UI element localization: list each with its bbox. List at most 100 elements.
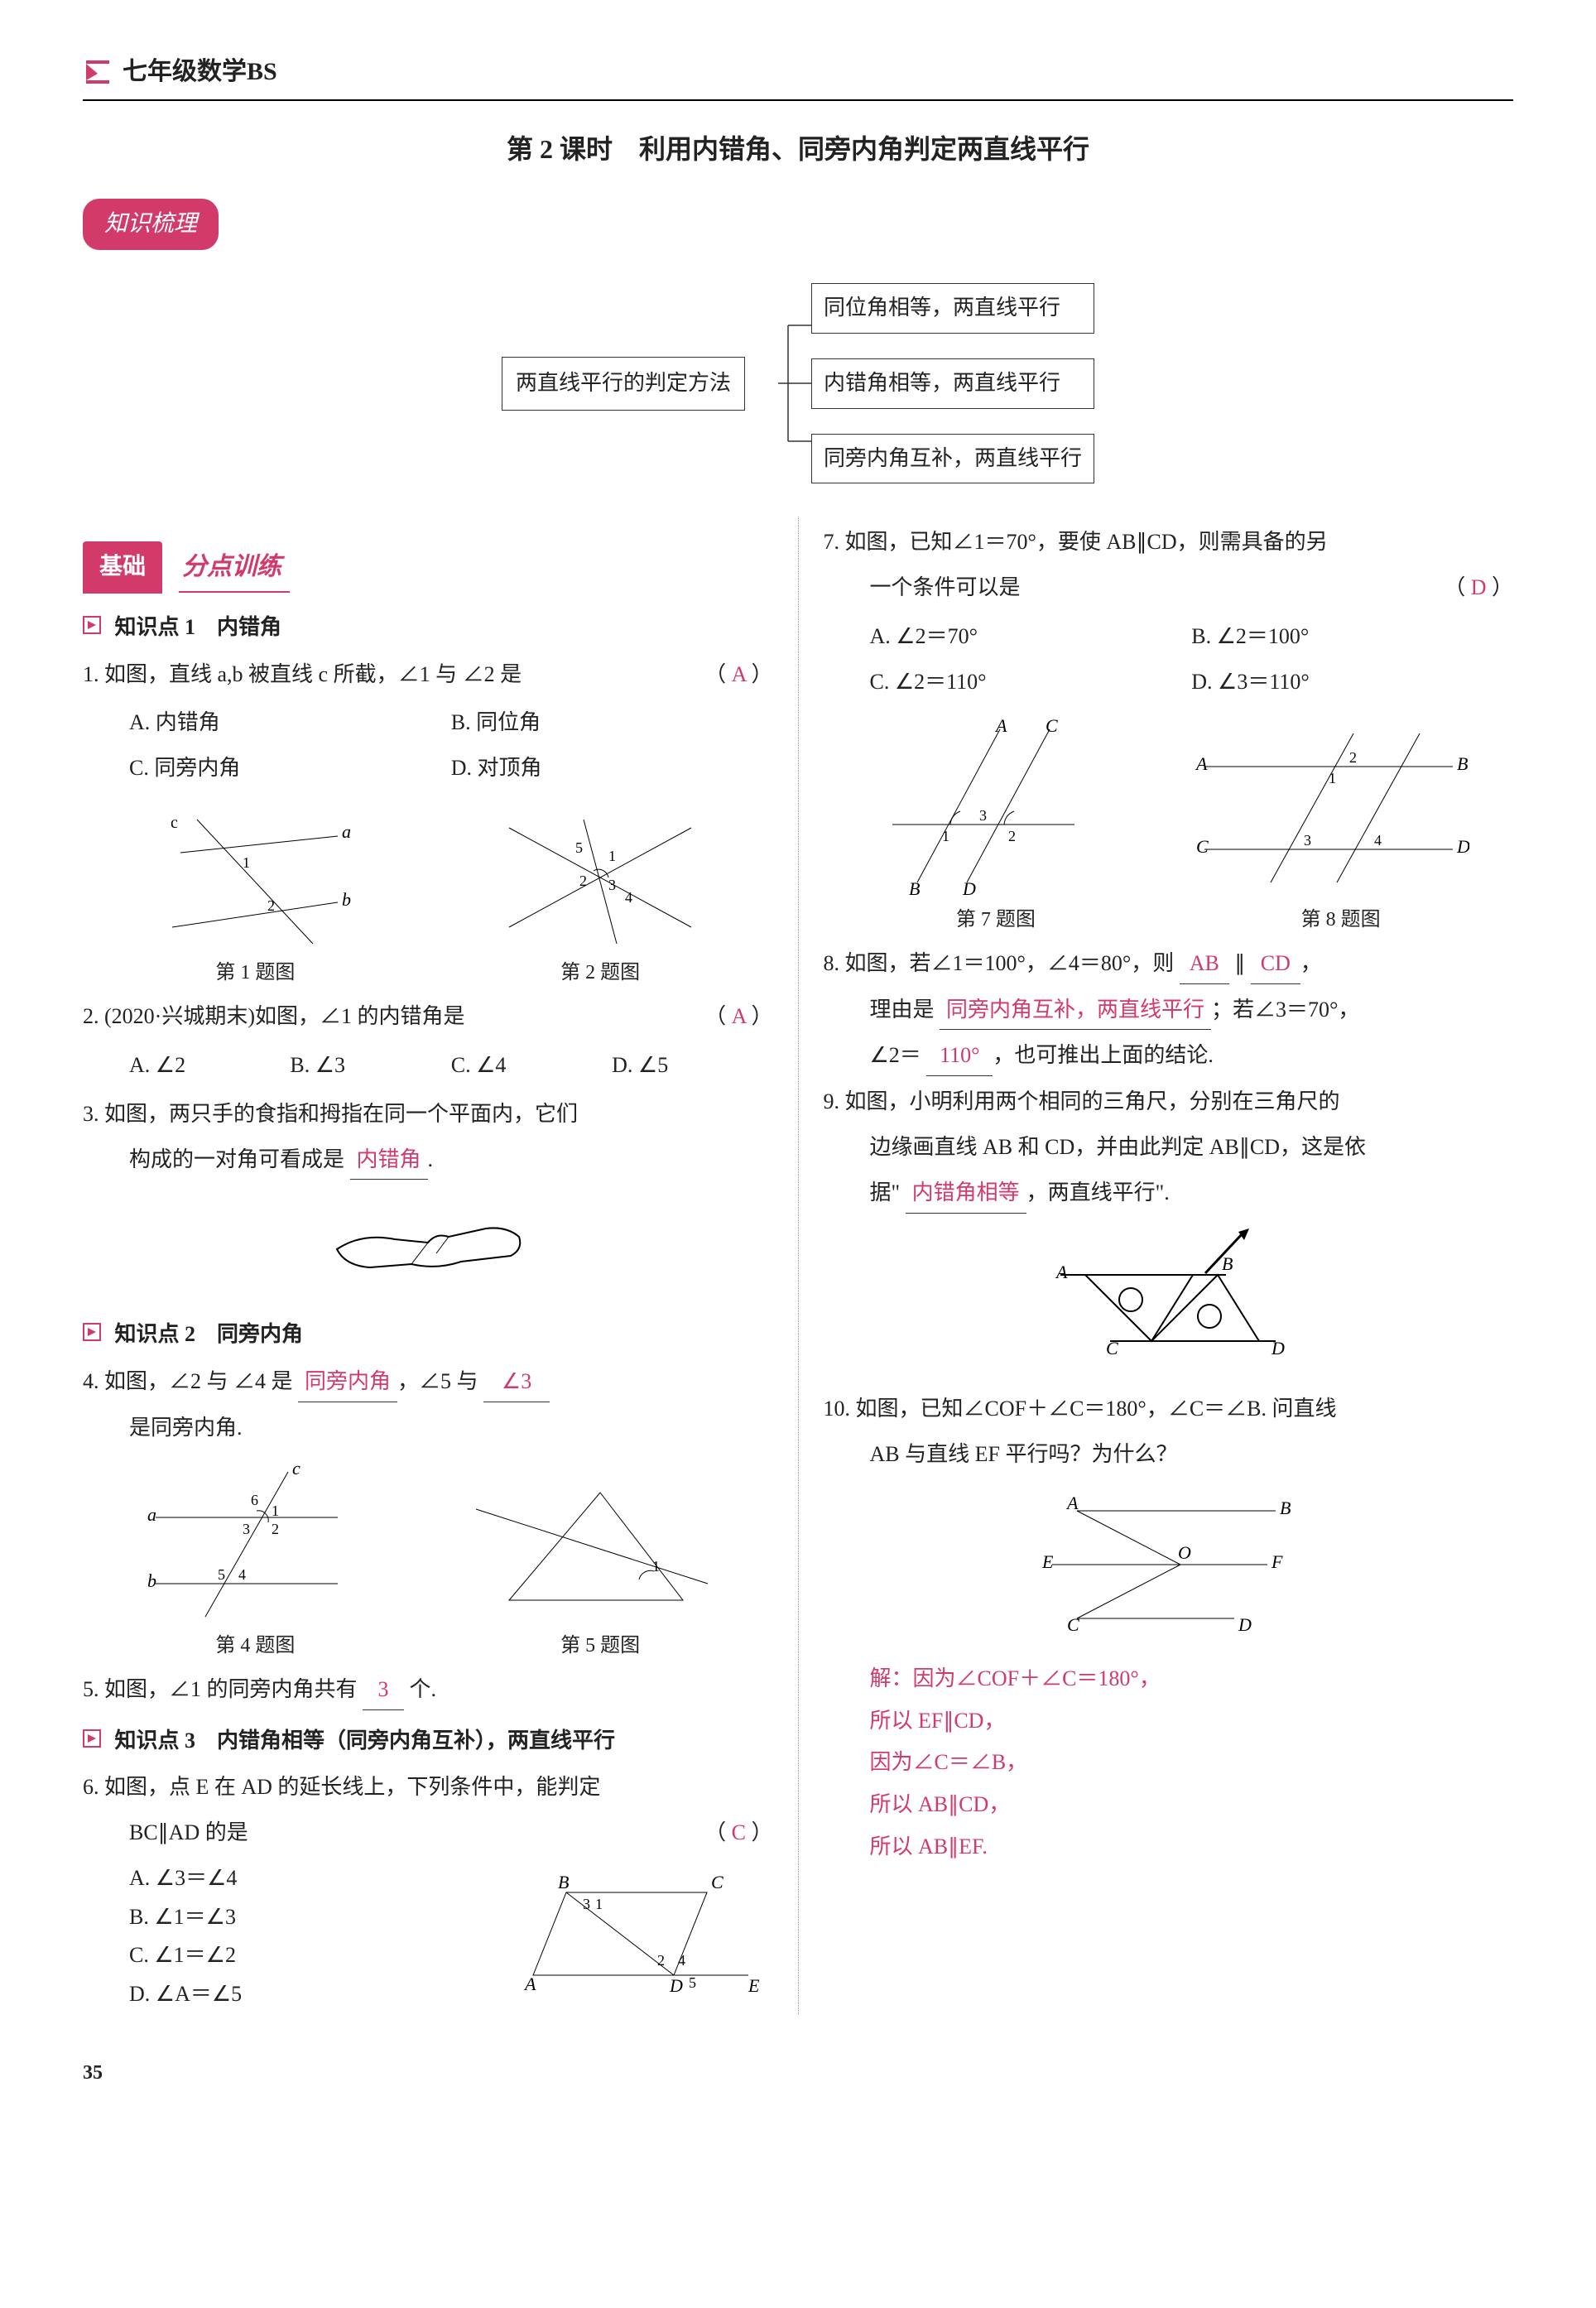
q6-answer: C bbox=[732, 1820, 746, 1844]
q2-answer: A bbox=[732, 1004, 746, 1028]
q1-opt-a: A. 内错角 bbox=[129, 704, 451, 743]
fig7-caption: 第 7 题图 bbox=[956, 902, 1036, 938]
svg-text:3: 3 bbox=[608, 877, 616, 893]
svg-text:4: 4 bbox=[678, 1952, 685, 1969]
q2-opt-b: B. ∠3 bbox=[290, 1046, 450, 1085]
q3-blank: 内错角 bbox=[350, 1141, 428, 1180]
concept-item: 同旁内角互补，两直线平行 bbox=[811, 434, 1094, 484]
svg-text:1: 1 bbox=[942, 828, 949, 844]
q8-text-b: 理由是 bbox=[870, 998, 935, 1022]
q8-tail3: ，也可推出上面的结论. bbox=[993, 1043, 1214, 1067]
page-header: 七年级数学BS bbox=[83, 50, 1513, 101]
svg-text:C: C bbox=[1046, 717, 1058, 736]
section-bar: 基础 分点训练 bbox=[83, 541, 773, 593]
fig8-caption: 第 8 题图 bbox=[1301, 902, 1381, 938]
figure-4: a b c 61 23 54 bbox=[139, 1459, 354, 1625]
question-4: 4. 如图，∠2 与 ∠4 是 同旁内角，∠5 与 ∠3 bbox=[83, 1363, 773, 1402]
svg-text:2: 2 bbox=[1008, 828, 1016, 844]
q5-blank: 3 bbox=[363, 1671, 404, 1710]
q3-text-a: 3. 如图，两只手的食指和拇指在同一个平面内，它们 bbox=[83, 1102, 578, 1126]
knowledge-point-1: 知识点 1 内错角 bbox=[83, 608, 773, 647]
q8-blank2: CD bbox=[1251, 945, 1300, 984]
fig2-caption: 第 2 题图 bbox=[560, 955, 640, 991]
svg-text:2: 2 bbox=[657, 1952, 665, 1969]
q8-blank4: 110° bbox=[926, 1036, 993, 1076]
svg-text:6: 6 bbox=[251, 1492, 258, 1508]
q2-text: 2. (2020·兴城期末)如图，∠1 的内错角是 bbox=[83, 1004, 464, 1028]
q4-blank1: 同旁内角 bbox=[298, 1363, 397, 1402]
svg-text:a: a bbox=[147, 1504, 156, 1525]
q6-text-b: BC∥AD 的是 bbox=[129, 1820, 248, 1844]
q9-blank: 内错角相等 bbox=[906, 1174, 1026, 1214]
kp-marker-icon bbox=[83, 1729, 104, 1748]
question-8: 8. 如图，若∠1＝100°，∠4＝80°，则 AB ∥ CD， bbox=[824, 945, 1514, 984]
q4-blank2: ∠3 bbox=[483, 1363, 550, 1402]
figure-7: AC BD 1 3 2 bbox=[868, 717, 1099, 899]
q8-par: ∥ bbox=[1234, 951, 1245, 975]
q3-text-b: 构成的一对角可看成是 bbox=[129, 1147, 344, 1171]
q4-mid: ，∠5 与 bbox=[397, 1369, 478, 1393]
svg-text:O: O bbox=[1178, 1542, 1191, 1563]
kp3-title: 内错角相等（同旁内角互补），两直线平行 bbox=[217, 1729, 615, 1753]
svg-text:B: B bbox=[558, 1872, 569, 1892]
svg-text:E: E bbox=[748, 1975, 760, 1996]
q8-text-a: 8. 如图，若∠1＝100°，∠4＝80°，则 bbox=[824, 951, 1175, 975]
svg-text:a: a bbox=[342, 821, 351, 842]
kp-title: 内错角 bbox=[217, 615, 281, 639]
q8-tail2: ；若∠3＝70°， bbox=[1211, 998, 1359, 1022]
svg-text:1: 1 bbox=[652, 1558, 660, 1575]
q7-opt-c: C. ∠2＝110° bbox=[870, 663, 1192, 702]
q4-text-a: 4. 如图，∠2 与 ∠4 是 bbox=[83, 1369, 293, 1393]
svg-text:A: A bbox=[1065, 1493, 1079, 1513]
svg-text:3: 3 bbox=[979, 807, 987, 824]
figure-9: AB CD bbox=[824, 1225, 1514, 1379]
q1-opt-b: B. 同位角 bbox=[451, 704, 773, 743]
svg-text:D: D bbox=[669, 1975, 683, 1996]
figures-7-8: AC BD 1 3 2 AB CD 21 34 bbox=[824, 717, 1514, 899]
q5-text-b: 个. bbox=[410, 1677, 437, 1701]
q10-text-a: 10. 如图，已知∠COF＋∠C＝180°，∠C＝∠B. 问直线 bbox=[824, 1397, 1337, 1421]
q6-text-a: 6. 如图，点 E 在 AD 的延长线上，下列条件中，能判定 bbox=[83, 1775, 600, 1799]
figure-2: 1 2 3 4 5 bbox=[493, 803, 708, 952]
q6-opt-c: C. ∠1＝∠2 bbox=[129, 1936, 508, 1975]
concept-item: 内错角相等，两直线平行 bbox=[811, 358, 1094, 409]
bracket-icon bbox=[778, 309, 811, 458]
q8-tail1: ， bbox=[1300, 951, 1322, 975]
q9-tail: ，两直线平行". bbox=[1026, 1180, 1170, 1204]
q3-tail: . bbox=[428, 1147, 434, 1171]
q2-opt-d: D. ∠5 bbox=[612, 1046, 772, 1085]
q6-opt-b: B. ∠1＝∠3 bbox=[129, 1898, 508, 1937]
question-2: 2. (2020·兴城期末)如图，∠1 的内错角是 （ A ） bbox=[83, 998, 773, 1036]
fig4-caption: 第 4 题图 bbox=[215, 1628, 295, 1664]
figure-1: c a b 1 2 bbox=[147, 803, 363, 952]
svg-text:2: 2 bbox=[1349, 749, 1357, 766]
svg-text:B: B bbox=[1222, 1253, 1233, 1274]
svg-text:2: 2 bbox=[267, 897, 275, 914]
kp-marker-icon bbox=[83, 616, 104, 634]
section-sub: 分点训练 bbox=[179, 543, 290, 593]
svg-text:1: 1 bbox=[272, 1503, 279, 1519]
q5-text-a: 5. 如图，∠1 的同旁内角共有 bbox=[83, 1677, 358, 1701]
lesson-title: 第 2 课时 利用内错角、同旁内角判定两直线平行 bbox=[83, 126, 1513, 174]
q9-text-b: 边缘画直线 AB 和 CD，并由此判定 AB∥CD，这是依 bbox=[870, 1135, 1366, 1159]
q9-text-a: 9. 如图，小明利用两个相同的三角尺，分别在三角尺的 bbox=[824, 1089, 1340, 1113]
svg-text:1: 1 bbox=[243, 854, 250, 871]
kp2-label: 知识点 2 bbox=[115, 1322, 196, 1346]
svg-text:F: F bbox=[1271, 1551, 1283, 1572]
figure-6: BC ADE 31 24 5 bbox=[508, 1859, 773, 2008]
svg-text:C: C bbox=[1196, 836, 1209, 857]
svg-text:4: 4 bbox=[1374, 832, 1382, 849]
svg-text:3: 3 bbox=[243, 1521, 250, 1537]
q1-opt-c: C. 同旁内角 bbox=[129, 749, 451, 788]
svg-text:A: A bbox=[1195, 753, 1208, 774]
kp2-title: 同旁内角 bbox=[217, 1322, 303, 1346]
left-column: 基础 分点训练 知识点 1 内错角 1. 如图，直线 a,b 被直线 c 所截，… bbox=[83, 517, 799, 2014]
kp-label: 知识点 1 bbox=[115, 615, 196, 639]
q2-opt-c: C. ∠4 bbox=[451, 1046, 612, 1085]
question-10b: AB 与直线 EF 平行吗？为什么？ bbox=[824, 1435, 1514, 1474]
svg-text:5: 5 bbox=[575, 839, 583, 856]
question-7b: 一个条件可以是 （ D ） bbox=[824, 569, 1514, 608]
kp-marker-icon bbox=[83, 1323, 104, 1341]
svg-text:1: 1 bbox=[1329, 770, 1336, 786]
q7-opt-a: A. ∠2＝70° bbox=[870, 618, 1192, 656]
